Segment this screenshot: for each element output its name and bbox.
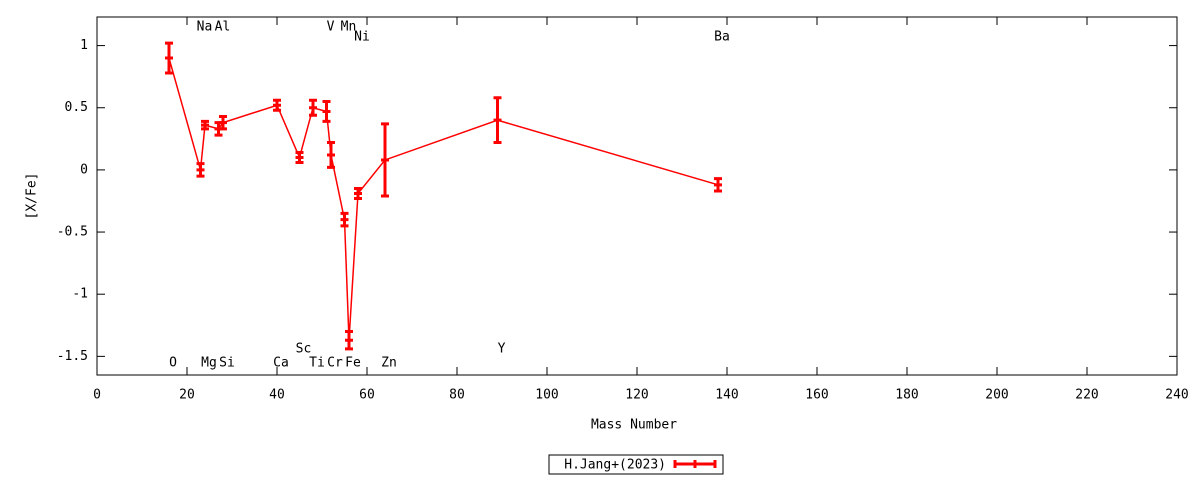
y-tick-label: -1 (72, 287, 88, 302)
element-label: Al (215, 20, 231, 35)
error-bar (322, 100, 331, 123)
x-tick-label: 200 (985, 388, 1008, 403)
error-bar (354, 187, 362, 200)
element-label: Na (197, 20, 213, 35)
x-axis-label: Mass Number (591, 418, 677, 433)
error-bar (201, 119, 209, 131)
element-label: Ti (309, 356, 325, 371)
error-bar (196, 162, 205, 178)
series-line (168, 57, 719, 341)
legend-swatch (673, 460, 717, 468)
x-tick-label: 60 (359, 388, 375, 403)
plot-frame (96, 16, 1178, 376)
y-tick-label: 1 (80, 38, 88, 53)
x-tick-label: 80 (449, 388, 465, 403)
error-bar (714, 177, 722, 193)
y-tick-label: -1.5 (57, 349, 88, 364)
x-tick-label: 180 (895, 388, 918, 403)
element-label: Sc (296, 342, 312, 357)
x-tick-label: 120 (625, 388, 648, 403)
element-label: Ni (354, 30, 370, 45)
legend-label: H.Jang+(2023) (564, 458, 666, 473)
element-label: Zn (381, 356, 397, 371)
element-label: Y (498, 342, 506, 357)
x-tick-label: 240 (1165, 388, 1188, 403)
element-label: Fe (345, 356, 361, 371)
error-bar (214, 121, 223, 137)
x-tick-label: 140 (715, 388, 738, 403)
error-bar (340, 211, 349, 228)
element-label: O (169, 356, 177, 371)
error-bar (327, 141, 335, 169)
error-bar (295, 150, 304, 164)
error-bar (381, 122, 389, 198)
element-label: Cr (327, 356, 343, 371)
error-bar (165, 41, 173, 75)
error-bar (273, 98, 281, 112)
element-label: Si (219, 356, 235, 371)
error-bar (309, 98, 317, 117)
x-tick-label: 0 (93, 388, 101, 403)
x-tick-label: 220 (1075, 388, 1098, 403)
x-tick-label: 20 (179, 388, 195, 403)
y-axis-label: [X/Fe] (25, 173, 40, 220)
error-bar (219, 114, 227, 131)
x-tick-label: 40 (269, 388, 285, 403)
x-tick-label: 160 (805, 388, 828, 403)
legend-box (548, 454, 724, 475)
y-tick-label: -0.5 (57, 225, 88, 240)
element-label: Mn (341, 20, 357, 35)
element-label: Mg (201, 356, 217, 371)
x-tick-label: 100 (535, 388, 558, 403)
error-bar (345, 329, 353, 351)
y-tick-label: 0.5 (65, 100, 88, 115)
element-label: Ba (714, 30, 730, 45)
y-tick-label: 0 (80, 162, 88, 177)
element-label: Ca (273, 356, 289, 371)
element-label: V (327, 20, 335, 35)
error-bar (493, 96, 502, 145)
